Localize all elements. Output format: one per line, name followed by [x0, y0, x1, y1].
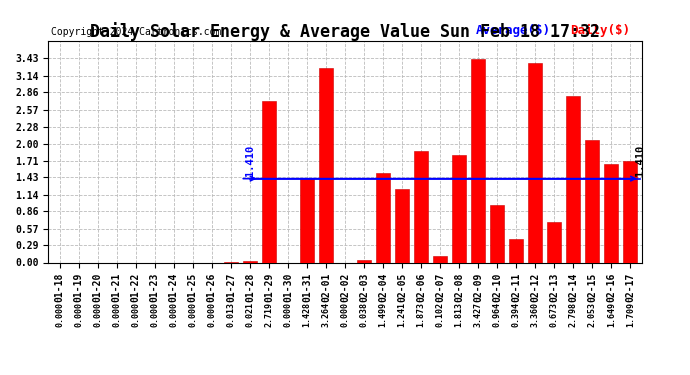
Text: 0.000: 0.000 [55, 302, 64, 327]
Bar [528, 63, 542, 262]
Text: 1.873: 1.873 [417, 302, 426, 327]
Bar [623, 161, 638, 262]
Text: Copyright 2024 Cartronics.com: Copyright 2024 Cartronics.com [51, 27, 221, 37]
Text: 0.000: 0.000 [188, 302, 197, 327]
Text: 0.394: 0.394 [512, 302, 521, 327]
Bar [262, 101, 276, 262]
Text: 0.038: 0.038 [359, 302, 368, 327]
Text: 1.813: 1.813 [455, 302, 464, 327]
Bar [243, 261, 257, 262]
Bar [300, 178, 314, 262]
Text: 0.000: 0.000 [169, 302, 178, 327]
Text: 0.000: 0.000 [150, 302, 159, 327]
Text: 0.000: 0.000 [112, 302, 121, 327]
Text: 1.428: 1.428 [302, 302, 311, 327]
Bar [471, 58, 485, 262]
Bar [395, 189, 409, 262]
Bar [452, 154, 466, 262]
Text: 0.000: 0.000 [208, 302, 217, 327]
Text: 2.798: 2.798 [569, 302, 578, 327]
Text: 2.719: 2.719 [264, 302, 273, 327]
Bar [319, 68, 333, 262]
Text: 2.053: 2.053 [588, 302, 597, 327]
Text: 0.021: 0.021 [246, 302, 255, 327]
Bar [433, 256, 447, 262]
Text: 3.360: 3.360 [531, 302, 540, 327]
Text: Average($): Average($) [475, 24, 551, 37]
Bar [547, 222, 562, 262]
Text: 0.000: 0.000 [284, 302, 293, 327]
Text: 0.102: 0.102 [435, 302, 444, 327]
Text: 1.709: 1.709 [626, 302, 635, 327]
Bar [376, 173, 390, 262]
Bar [585, 140, 600, 262]
Text: 1.410: 1.410 [635, 145, 644, 176]
Text: 0.964: 0.964 [493, 302, 502, 327]
Text: Daily($): Daily($) [571, 24, 631, 37]
Title: Daily Solar Energy & Average Value Sun Feb 18 17:32: Daily Solar Energy & Average Value Sun F… [90, 22, 600, 41]
Bar [509, 239, 523, 262]
Text: 3.427: 3.427 [473, 302, 482, 327]
Text: 0.000: 0.000 [340, 302, 350, 327]
Text: 0.000: 0.000 [93, 302, 102, 327]
Bar [566, 96, 580, 262]
Bar [414, 151, 428, 262]
Text: 1.499: 1.499 [379, 302, 388, 327]
Text: 3.264: 3.264 [322, 302, 331, 327]
Text: 0.673: 0.673 [550, 302, 559, 327]
Text: 1.241: 1.241 [397, 302, 406, 327]
Text: 0.000: 0.000 [75, 302, 83, 327]
Text: 1.649: 1.649 [607, 302, 615, 327]
Text: 0.000: 0.000 [131, 302, 140, 327]
Bar [490, 205, 504, 262]
Bar [357, 260, 371, 262]
Bar [604, 164, 618, 262]
Text: 0.013: 0.013 [226, 302, 235, 327]
Text: 1.410: 1.410 [245, 145, 255, 176]
